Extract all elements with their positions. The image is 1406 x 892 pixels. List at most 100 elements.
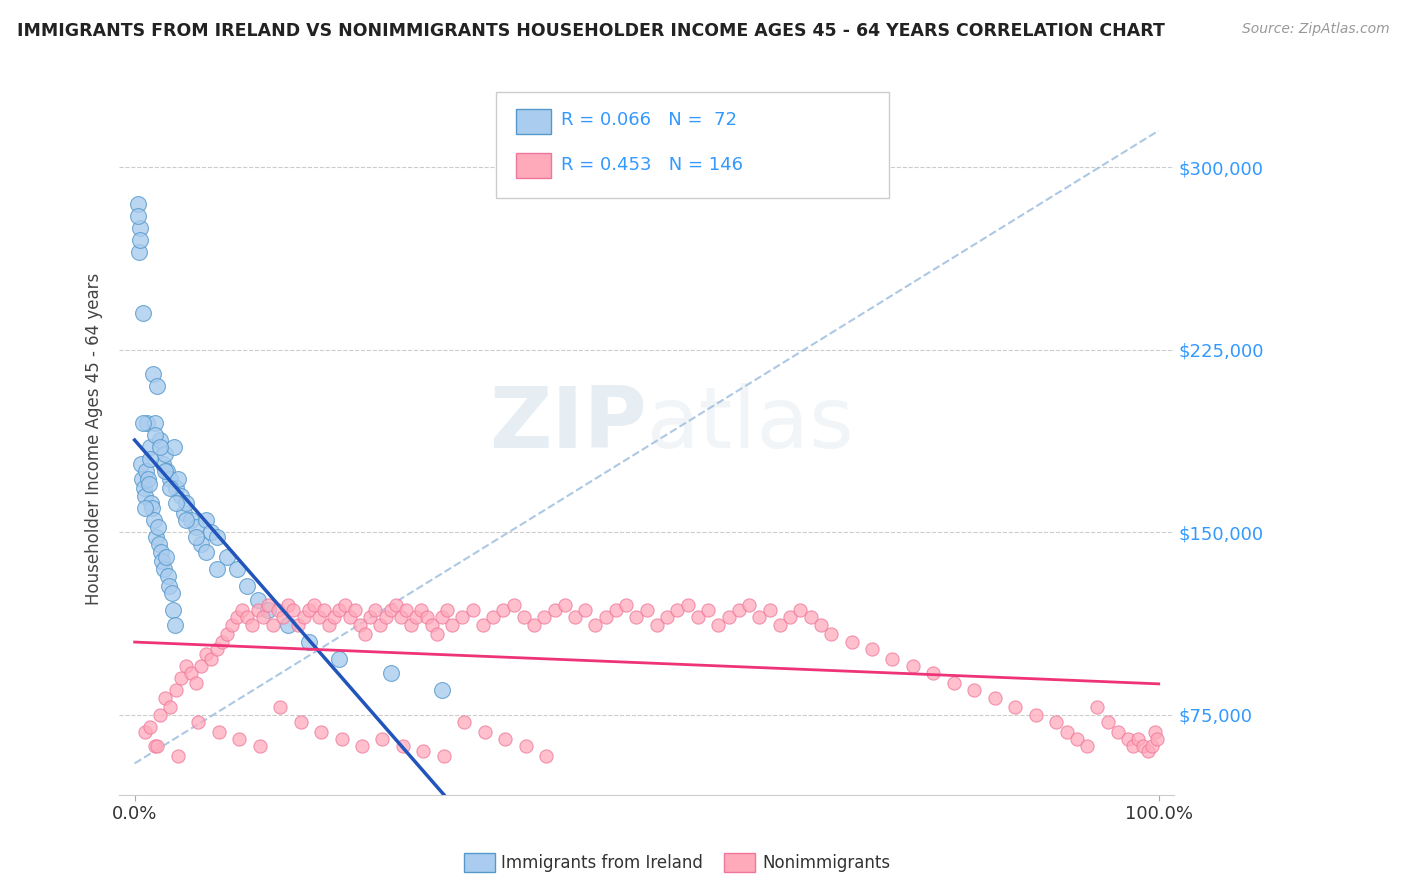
Point xyxy=(132,416,155,430)
Point xyxy=(149,433,172,447)
Point xyxy=(143,416,166,430)
Point xyxy=(146,379,169,393)
Text: IMMIGRANTS FROM IRELAND VS NONIMMIGRANTS HOUSEHOLDER INCOME AGES 45 - 64 YEARS C: IMMIGRANTS FROM IRELAND VS NONIMMIGRANTS… xyxy=(17,22,1164,40)
Point xyxy=(666,603,689,617)
Text: R = 0.453   N = 146: R = 0.453 N = 146 xyxy=(561,156,742,174)
Point xyxy=(132,306,155,320)
Point xyxy=(231,603,253,617)
Point xyxy=(159,579,181,593)
Point xyxy=(436,603,458,617)
Point xyxy=(143,513,166,527)
Point xyxy=(984,690,1007,705)
Point xyxy=(200,525,222,540)
Point xyxy=(328,652,350,666)
Point xyxy=(148,537,170,551)
Point xyxy=(205,642,228,657)
Point xyxy=(200,652,222,666)
Point xyxy=(420,617,443,632)
Point xyxy=(287,617,309,632)
Point xyxy=(153,562,176,576)
Point xyxy=(330,732,353,747)
Point xyxy=(271,610,294,624)
Point xyxy=(242,617,264,632)
Point xyxy=(585,617,607,632)
Point xyxy=(246,603,269,617)
Point xyxy=(162,603,184,617)
Point xyxy=(494,732,516,747)
Point xyxy=(157,569,180,583)
Point xyxy=(371,732,394,747)
Y-axis label: Householder Income Ages 45 - 64 years: Householder Income Ages 45 - 64 years xyxy=(86,272,103,605)
Point xyxy=(163,617,186,632)
Point xyxy=(364,603,387,617)
Point xyxy=(136,472,159,486)
Point xyxy=(645,617,668,632)
Point xyxy=(170,671,193,685)
Point xyxy=(155,690,177,705)
Point xyxy=(882,652,904,666)
Point xyxy=(411,603,433,617)
Point xyxy=(166,749,188,764)
Point xyxy=(779,610,801,624)
Point xyxy=(156,464,179,478)
Point xyxy=(141,500,163,515)
Point xyxy=(1076,739,1098,754)
Point xyxy=(236,579,259,593)
Point xyxy=(180,513,202,527)
Text: Nonimmigrants: Nonimmigrants xyxy=(762,854,890,871)
Point xyxy=(269,700,291,714)
Point xyxy=(441,617,464,632)
Point xyxy=(318,617,340,632)
Point xyxy=(1085,700,1108,714)
Point xyxy=(482,610,505,624)
Point xyxy=(129,457,152,471)
Point xyxy=(149,440,172,454)
Point xyxy=(143,739,166,754)
Point xyxy=(717,610,740,624)
Point xyxy=(451,610,474,624)
Point xyxy=(676,598,699,612)
Point xyxy=(256,598,278,612)
Point xyxy=(128,245,150,260)
Point xyxy=(359,610,381,624)
Point xyxy=(614,598,637,612)
Point xyxy=(1137,744,1160,758)
Point xyxy=(174,659,197,673)
Point xyxy=(963,683,986,698)
Point xyxy=(453,714,475,729)
Point xyxy=(139,440,162,454)
Point xyxy=(728,603,751,617)
Point xyxy=(343,603,366,617)
Point xyxy=(139,720,162,734)
Point xyxy=(810,617,832,632)
Point xyxy=(1140,739,1163,754)
Point xyxy=(184,530,207,544)
Point xyxy=(328,603,350,617)
Text: R = 0.066   N =  72: R = 0.066 N = 72 xyxy=(561,112,737,129)
Point xyxy=(249,739,271,754)
Point xyxy=(392,739,415,754)
Point xyxy=(686,610,709,624)
Point xyxy=(564,610,586,624)
Point xyxy=(159,472,181,486)
Point xyxy=(314,603,336,617)
Point xyxy=(554,598,576,612)
Point xyxy=(190,659,212,673)
Point xyxy=(1004,700,1026,714)
Point xyxy=(290,714,312,729)
Point xyxy=(180,666,202,681)
Point xyxy=(195,647,218,661)
Point xyxy=(543,603,565,617)
Point xyxy=(131,472,153,486)
Point xyxy=(135,464,157,478)
Point xyxy=(215,627,238,641)
Point xyxy=(399,617,422,632)
Point xyxy=(205,562,228,576)
Point xyxy=(426,627,449,641)
Point xyxy=(165,683,187,698)
Point xyxy=(461,603,484,617)
Point xyxy=(128,221,150,235)
Point xyxy=(1143,724,1166,739)
Point xyxy=(502,598,524,612)
Point xyxy=(523,617,546,632)
